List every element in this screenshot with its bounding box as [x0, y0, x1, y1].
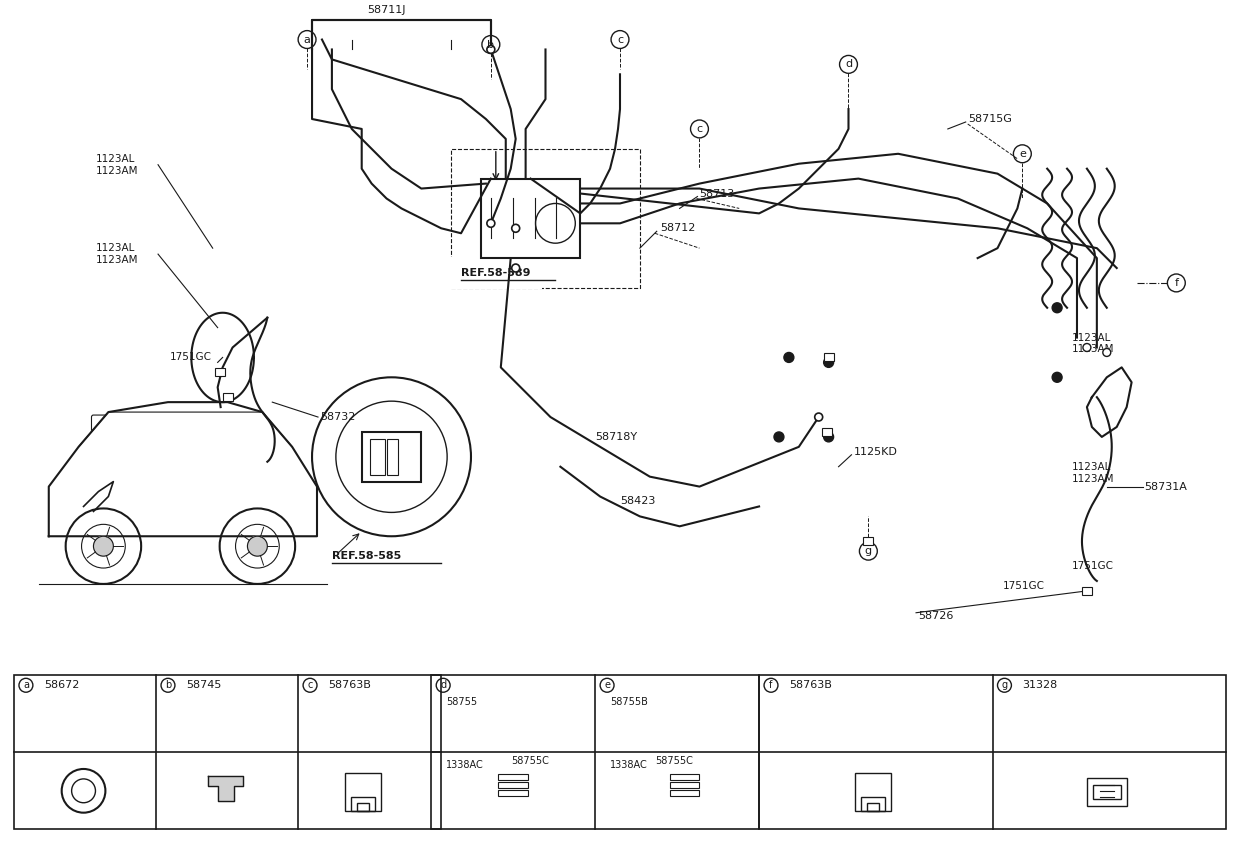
Text: e: e [604, 680, 610, 690]
Text: REF.58-589: REF.58-589 [461, 268, 531, 278]
Bar [387, 439, 398, 474]
Bar [481, 179, 580, 258]
Text: a: a [304, 35, 310, 45]
Bar [670, 774, 699, 780]
Bar [862, 797, 885, 811]
Text: 58712: 58712 [660, 224, 696, 233]
Text: 1123AL: 1123AL [1073, 333, 1111, 342]
Text: 1751GC: 1751GC [187, 402, 229, 412]
Text: 31328: 31328 [1022, 680, 1058, 690]
Text: 58755B: 58755B [610, 697, 649, 707]
Text: 1123AL: 1123AL [1073, 462, 1111, 472]
Text: 58726: 58726 [918, 611, 954, 621]
Text: 1751GC: 1751GC [170, 352, 212, 363]
Text: 58718Y: 58718Y [595, 432, 637, 442]
Polygon shape [48, 402, 317, 536]
Text: 58755C: 58755C [655, 756, 693, 767]
Bar [351, 797, 374, 811]
Text: REF.58-585: REF.58-585 [332, 551, 402, 561]
Text: 58726: 58726 [180, 442, 216, 451]
Circle shape [823, 357, 833, 368]
Text: c: c [308, 680, 312, 690]
Circle shape [512, 264, 520, 272]
Bar [856, 773, 892, 811]
Text: 1338AC: 1338AC [610, 761, 647, 770]
Text: g: g [864, 546, 872, 556]
Text: 58732: 58732 [320, 412, 356, 422]
Bar [497, 774, 527, 780]
Text: 58713: 58713 [699, 189, 735, 198]
Text: 58672: 58672 [43, 680, 79, 690]
Text: 1123AL: 1123AL [95, 243, 135, 253]
Text: 58755: 58755 [446, 697, 477, 707]
Text: 1123AL: 1123AL [95, 154, 135, 163]
Text: c: c [618, 35, 622, 45]
Bar [362, 432, 422, 482]
Text: 1123AM: 1123AM [95, 255, 138, 265]
Text: 58763B: 58763B [789, 680, 832, 690]
Bar [370, 439, 384, 474]
Text: 1123AM: 1123AM [1073, 345, 1115, 355]
Circle shape [823, 432, 833, 442]
Text: 58755C: 58755C [511, 756, 548, 767]
Text: 58423: 58423 [620, 496, 656, 507]
Text: a: a [22, 680, 29, 690]
Text: 1338AC: 1338AC [446, 761, 484, 770]
Text: 1123AM: 1123AM [95, 166, 138, 175]
Circle shape [774, 432, 784, 442]
Circle shape [1102, 348, 1111, 357]
Bar [357, 803, 368, 811]
Bar [497, 790, 527, 796]
Bar [1092, 785, 1121, 799]
Bar [497, 782, 527, 788]
Text: 58711J: 58711J [367, 5, 405, 14]
Circle shape [487, 219, 495, 227]
Text: 58745: 58745 [186, 680, 221, 690]
Text: d: d [440, 680, 446, 690]
Text: 1751GC: 1751GC [1002, 581, 1044, 591]
Circle shape [784, 352, 794, 363]
Circle shape [815, 413, 822, 421]
Text: e: e [1019, 149, 1025, 158]
Circle shape [1053, 302, 1063, 313]
Circle shape [248, 536, 268, 556]
Circle shape [1053, 373, 1063, 382]
Bar [1087, 778, 1127, 805]
Bar [215, 368, 224, 376]
Bar [1083, 587, 1092, 595]
Circle shape [487, 46, 495, 53]
Bar [223, 393, 233, 401]
Text: b: b [487, 40, 495, 49]
Text: 1125KD: 1125KD [853, 447, 898, 457]
Text: 58731A: 58731A [1145, 482, 1188, 491]
Text: 1123AM: 1123AM [1073, 473, 1115, 484]
Bar [670, 782, 699, 788]
Text: f: f [769, 680, 773, 690]
Bar [823, 353, 833, 362]
Text: b: b [165, 680, 171, 690]
Bar [345, 773, 381, 811]
Text: g: g [1002, 680, 1008, 690]
Circle shape [512, 224, 520, 232]
Polygon shape [1087, 368, 1132, 437]
Bar [822, 428, 832, 436]
Text: d: d [844, 59, 852, 69]
Text: 58763B: 58763B [327, 680, 371, 690]
Circle shape [93, 536, 113, 556]
Polygon shape [208, 776, 243, 800]
Bar [867, 803, 879, 811]
Text: 1751GC: 1751GC [1073, 561, 1114, 571]
Text: c: c [697, 124, 703, 134]
Bar [863, 537, 873, 545]
Circle shape [1083, 344, 1091, 352]
Text: 58715G: 58715G [967, 114, 1012, 124]
Bar [670, 790, 699, 796]
Text: f: f [1174, 278, 1178, 288]
